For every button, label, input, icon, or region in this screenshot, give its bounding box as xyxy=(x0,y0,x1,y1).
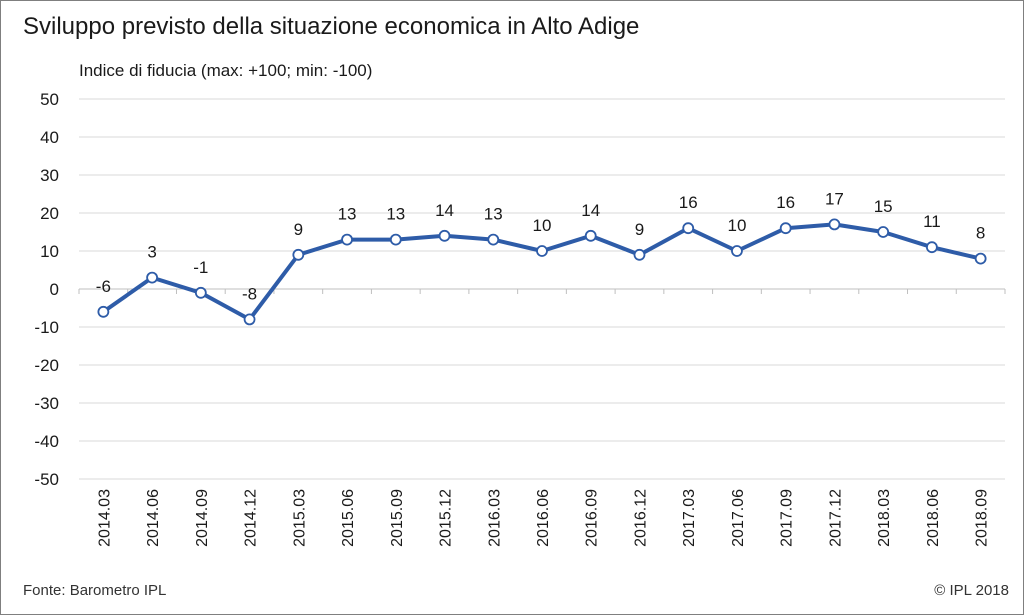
y-tick-label: -50 xyxy=(34,470,59,489)
y-tick-label: -30 xyxy=(34,394,59,413)
x-tick-label: 2018.03 xyxy=(876,489,893,547)
x-tick-label: 2015.09 xyxy=(389,489,406,547)
data-point xyxy=(97,305,110,318)
data-label: 13 xyxy=(386,205,405,224)
data-label: 10 xyxy=(727,216,746,235)
data-label: 11 xyxy=(923,212,941,231)
data-point xyxy=(925,241,938,254)
x-tick-label: 2014.03 xyxy=(96,489,113,547)
data-label: -1 xyxy=(193,258,208,277)
data-label: 14 xyxy=(581,201,600,220)
x-tick-label: 2016.12 xyxy=(632,489,649,547)
x-tick-label: 2018.09 xyxy=(974,489,991,547)
source-note: Fonte: Barometro IPL xyxy=(23,582,167,599)
data-label: -6 xyxy=(96,277,111,296)
data-point xyxy=(682,222,695,235)
y-tick-label: 10 xyxy=(40,242,59,261)
x-tick-label: 2014.12 xyxy=(243,489,260,547)
data-point xyxy=(243,313,256,326)
data-label: 9 xyxy=(635,220,644,239)
data-point xyxy=(536,245,548,257)
data-point xyxy=(877,226,890,238)
x-tick-label: 2016.06 xyxy=(535,489,552,547)
data-point xyxy=(974,252,987,265)
data-point xyxy=(828,218,841,231)
x-tick-label: 2015.03 xyxy=(291,489,308,547)
chart-title: Sviluppo previsto della situazione econo… xyxy=(23,13,640,40)
grid-layer xyxy=(79,98,1005,480)
data-label: 14 xyxy=(435,201,454,220)
x-tick-label: 2017.03 xyxy=(681,489,698,547)
x-tick-label: 2014.09 xyxy=(194,489,211,547)
x-tick-label: 2014.06 xyxy=(145,489,162,547)
data-label: 15 xyxy=(874,197,893,216)
data-label: 16 xyxy=(679,193,698,212)
x-tick-label: 2017.12 xyxy=(827,489,844,547)
x-tick-label: 2016.03 xyxy=(486,489,503,547)
y-tick-label: 40 xyxy=(40,128,59,147)
x-tick-label: 2015.06 xyxy=(340,489,357,547)
y-tick-label: -10 xyxy=(34,318,59,337)
data-label: 8 xyxy=(976,224,985,243)
data-label: 10 xyxy=(533,216,552,235)
data-point xyxy=(292,248,305,261)
data-point xyxy=(779,222,792,235)
data-point xyxy=(438,229,451,242)
data-label: 17 xyxy=(825,189,844,208)
y-tick-label: 30 xyxy=(40,166,59,185)
copyright-note: © IPL 2018 xyxy=(934,582,1009,599)
data-point xyxy=(731,245,743,257)
axis-layer: 50 40 30 20 10 0 -10 -20 -30 -40 -50 2014.03 2014.06… xyxy=(34,90,1006,547)
series-layer xyxy=(97,218,987,326)
data-label: 9 xyxy=(294,220,303,239)
data-point xyxy=(341,233,353,246)
x-tick-label: 2017.09 xyxy=(779,489,796,547)
x-tick-label: 2018.06 xyxy=(925,489,942,547)
data-label: 13 xyxy=(338,205,357,224)
data-label: -8 xyxy=(242,284,257,303)
data-point xyxy=(584,229,597,242)
data-label: 3 xyxy=(147,243,156,262)
chart-subtitle: Indice di fiducia (max: +100; min: -100) xyxy=(79,61,373,80)
data-point xyxy=(389,233,402,246)
y-tick-label: 50 xyxy=(40,90,59,109)
data-point xyxy=(487,233,500,246)
data-label: 13 xyxy=(484,205,503,224)
y-tick-label: -20 xyxy=(34,356,59,375)
data-point xyxy=(146,271,159,284)
data-point xyxy=(194,286,207,299)
data-label-layer: -6 3 -1 -8 9 13 13 14 13 10 14 9 16 10 16 17 15 11 8 xyxy=(96,189,986,303)
x-tick-label: 2015.12 xyxy=(438,489,455,547)
x-tick-label: 2017.06 xyxy=(730,489,747,547)
y-tick-label: 20 xyxy=(40,204,59,223)
series-line xyxy=(101,222,983,322)
x-tick-label: 2016.09 xyxy=(584,489,601,547)
y-tick-label: 0 xyxy=(50,280,59,299)
y-tick-label: -40 xyxy=(34,432,59,451)
data-point xyxy=(633,248,646,261)
data-label: 16 xyxy=(776,193,795,212)
